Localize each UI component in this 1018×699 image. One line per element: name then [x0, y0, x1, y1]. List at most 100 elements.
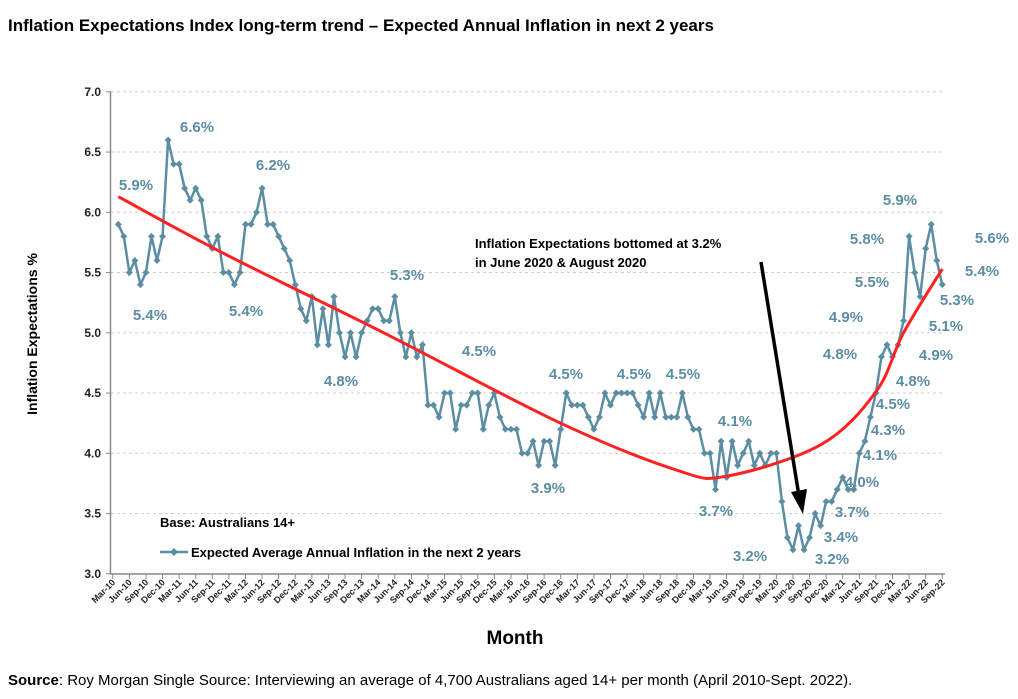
data-point-marker — [756, 449, 764, 457]
data-point-marker — [590, 425, 598, 433]
data-point-marker — [750, 461, 758, 469]
data-point-marker — [485, 401, 493, 409]
data-point-marker — [479, 425, 487, 433]
data-point-marker — [347, 329, 355, 337]
data-point-marker — [546, 437, 554, 445]
data-point-marker — [474, 389, 482, 397]
data-point-marker — [457, 401, 465, 409]
source-text: : Roy Morgan Single Source: Interviewing… — [59, 672, 852, 689]
data-point-marker — [618, 389, 626, 397]
data-point-marker — [767, 449, 775, 457]
data-label: 5.4% — [229, 303, 263, 320]
data-point-marker — [772, 449, 780, 457]
data-point-marker — [219, 269, 227, 277]
data-point-marker — [684, 413, 692, 421]
data-point-marker — [153, 257, 161, 264]
data-point-marker — [778, 498, 786, 505]
data-point-marker — [463, 401, 471, 409]
data-point-marker — [673, 413, 681, 421]
data-point-marker — [706, 449, 714, 457]
data-point-marker — [291, 281, 299, 289]
data-point-marker — [794, 522, 802, 530]
data-label: 5.4% — [133, 307, 167, 324]
data-point-marker — [524, 449, 532, 457]
source-note: Source: Roy Morgan Single Source: Interv… — [8, 672, 852, 689]
data-label: 4.0% — [845, 474, 879, 491]
annotation-arrow-head — [791, 489, 807, 514]
data-point-marker — [501, 425, 509, 433]
data-point-marker — [612, 389, 620, 397]
annotation: Inflation Expectations bottomed at 3.2% … — [475, 236, 807, 514]
data-label: 5.9% — [119, 177, 153, 194]
data-point-marker — [374, 305, 382, 313]
data-point-marker — [728, 437, 736, 445]
data-label: 3.7% — [699, 503, 733, 520]
data-point-marker — [662, 413, 670, 421]
data-point-marker — [264, 220, 272, 228]
data-point-marker — [430, 401, 438, 409]
data-point-marker — [385, 317, 393, 325]
data-point-marker — [120, 232, 128, 240]
data-point-marker — [595, 413, 603, 421]
data-point-marker — [258, 184, 266, 192]
data-point-marker — [203, 232, 211, 240]
data-label: 3.2% — [733, 548, 767, 565]
data-point-marker — [927, 220, 935, 228]
data-point-marker — [938, 281, 946, 289]
data-point-marker — [468, 389, 476, 397]
data-point-marker — [579, 401, 587, 409]
data-point-marker — [114, 220, 122, 228]
data-point-marker — [435, 413, 443, 421]
data-point-marker — [391, 293, 399, 301]
data-label: 6.2% — [256, 157, 290, 174]
y-axis-ticks: 3.0 3.5 4.0 4.5 5.0 5.5 6.0 6.5 7.0 — [84, 85, 111, 581]
data-point-marker — [789, 546, 797, 554]
data-point-marker — [125, 269, 133, 277]
data-point-marker — [192, 184, 200, 192]
data-point-marker — [645, 389, 653, 397]
data-label: 4.1% — [863, 447, 897, 464]
data-label: 3.2% — [815, 551, 849, 568]
data-point-marker — [562, 389, 570, 397]
data-labels: 5.9% 5.4% 6.6% 6.2% 5.4% 4.8% 5.3% 4.5% 3.9% 4.5%… — [119, 119, 1009, 568]
data-point-marker — [236, 269, 244, 277]
data-point-marker — [866, 413, 874, 421]
data-point-marker — [275, 232, 283, 240]
data-point-marker — [319, 305, 327, 313]
data-point-marker — [933, 257, 941, 264]
data-point-marker — [418, 341, 426, 349]
data-label: 4.8% — [324, 373, 358, 390]
data-point-marker — [341, 353, 349, 361]
data-point-marker — [817, 522, 825, 530]
data-label: 4.9% — [919, 347, 953, 364]
data-point-marker — [844, 485, 852, 493]
data-point-marker — [286, 257, 294, 264]
data-point-marker — [822, 498, 830, 505]
data-point-marker — [147, 232, 155, 240]
data-point-marker — [606, 401, 614, 409]
annotation-line-2: in June 2020 & August 2020 — [475, 255, 646, 270]
data-point-marker — [336, 329, 343, 337]
data-point-marker — [811, 510, 819, 518]
data-point-marker — [159, 232, 167, 240]
data-label: 4.5% — [666, 366, 700, 383]
data-point-marker — [507, 425, 515, 433]
data-point-marker — [380, 317, 388, 325]
data-point-marker — [164, 136, 172, 144]
data-point-marker — [883, 341, 891, 349]
data-point-marker — [839, 473, 847, 481]
annotation-line-1: Inflation Expectations bottomed at 3.2% — [475, 236, 722, 251]
data-point-marker — [136, 281, 144, 289]
data-point-marker — [877, 353, 885, 361]
y-tick-label: 5.5 — [84, 266, 101, 280]
data-point-marker — [297, 305, 305, 313]
trend-line — [117, 195, 944, 480]
data-point-marker — [512, 425, 520, 433]
data-point-marker — [197, 196, 205, 204]
y-tick-label: 6.5 — [84, 145, 101, 159]
data-point-marker — [700, 449, 708, 457]
data-point-marker — [850, 485, 858, 493]
data-point-marker — [922, 244, 930, 252]
data-point-marker — [540, 437, 548, 445]
data-label: 4.8% — [823, 346, 857, 363]
